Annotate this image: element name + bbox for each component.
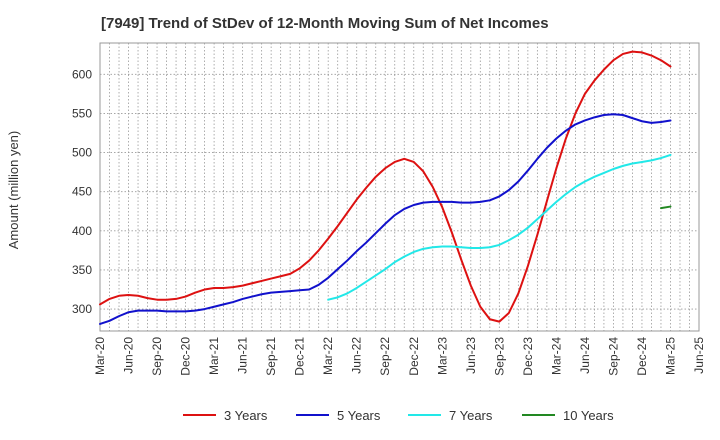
x-tick-label: Dec-20 [179,337,193,376]
x-tick-label: Sep-20 [150,337,164,376]
y-tick-label: 600 [72,67,92,81]
x-tick-label: Dec-22 [407,337,421,376]
y-tick-label: 450 [72,185,92,199]
x-tick-label: Dec-24 [635,337,649,376]
y-tick-label: 500 [72,146,92,160]
x-tick-label: Mar-25 [663,337,677,375]
y-tick-label: 400 [72,224,92,238]
x-tick-label: Jun-22 [350,337,364,374]
grid [100,43,699,331]
x-tick-label: Jun-25 [692,337,706,374]
plot-area [99,42,700,332]
x-tick-label: Sep-23 [492,337,506,376]
y-tick-label: 550 [72,106,92,120]
x-tick-label: Jun-23 [464,337,478,374]
x-tick-label: Mar-20 [93,337,107,375]
y-axis: 300 350 400 450 500 550 600 [72,67,92,316]
x-tick-label: Jun-24 [578,337,592,374]
legend-label-10-years: 10 Years [563,408,614,423]
chart-title: [7949] Trend of StDev of 12-Month Moving… [101,15,549,32]
x-tick-label: Sep-24 [606,337,620,376]
x-tick-label: Mar-21 [207,337,221,375]
x-axis: Mar-20 Jun-20 Sep-20 Dec-20 Mar-21 Jun-21 Sep-… [93,337,706,376]
x-tick-label: Jun-21 [236,337,250,374]
y-axis-title: Amount (million yen) [6,131,21,250]
series-line-5-years [99,113,672,325]
x-tick-label: Mar-22 [321,337,335,375]
x-tick-label: Jun-20 [122,337,136,374]
x-tick-label: Mar-24 [549,337,563,375]
series-line-7-years [327,153,672,301]
legend: 3 Years 5 Years 7 Years 10 Years [183,408,614,423]
legend-label-7-years: 7 Years [449,408,493,423]
legend-label-5-years: 5 Years [337,408,381,423]
series-layer [99,50,672,325]
y-tick-label: 300 [72,302,92,316]
x-tick-label: Sep-21 [264,337,278,376]
y-tick-label: 350 [72,263,92,277]
x-tick-label: Dec-21 [293,337,307,376]
x-tick-label: Dec-23 [521,337,535,376]
legend-label-3-years: 3 Years [224,408,268,423]
x-tick-label: Mar-23 [435,337,449,375]
x-tick-label: Sep-22 [378,337,392,376]
series-line-10-years [659,205,672,210]
series-line-3-years [99,50,672,323]
